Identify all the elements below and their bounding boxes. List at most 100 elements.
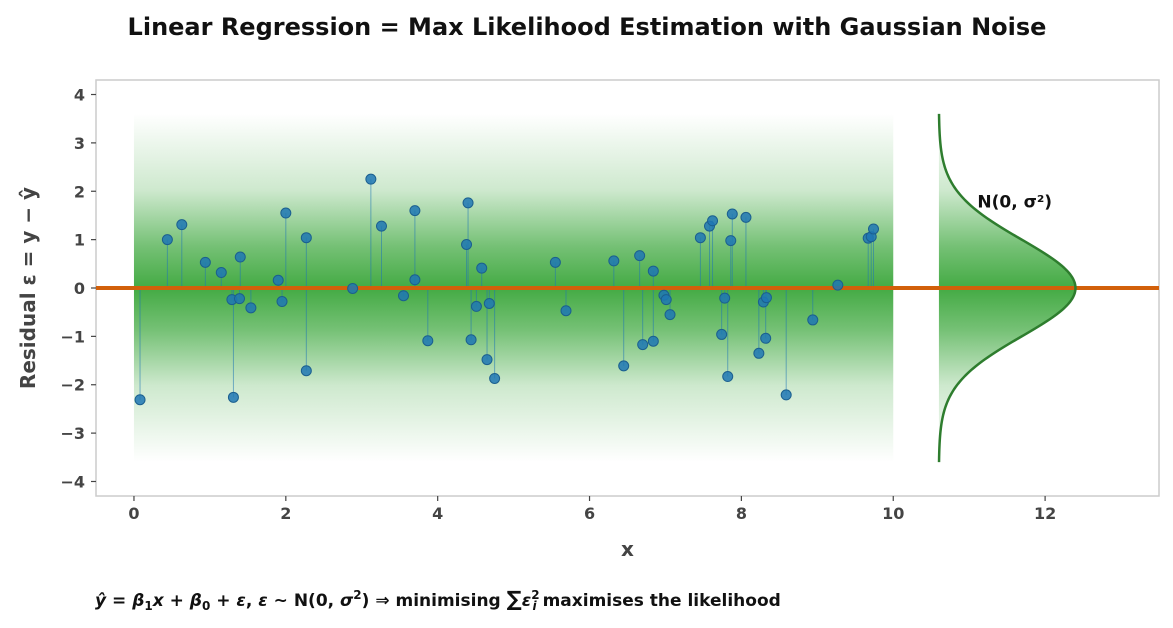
residual-point — [462, 197, 474, 209]
x-tick-label: 8 — [736, 504, 747, 523]
footnote-sim: ~ N(0, — [268, 591, 340, 611]
y-tick-label: 0 — [74, 279, 85, 298]
residual-point — [618, 360, 630, 372]
residual-point — [740, 211, 752, 223]
x-tick-label: 2 — [280, 504, 291, 523]
footnote-eps2: ε — [258, 591, 267, 611]
residual-point — [753, 347, 765, 359]
residual-point — [694, 232, 706, 244]
y-tick-label: −2 — [60, 376, 85, 395]
residual-point — [647, 265, 659, 277]
footnote-formula: ŷ = β1x + β0 + ε, ε ~ N(0, σ2) ⇒ minimis… — [95, 587, 781, 613]
footnote-beta0: β — [189, 591, 202, 611]
y-tick-label: 4 — [74, 86, 85, 105]
residual-point — [272, 274, 284, 286]
footnote-comma: , — [246, 591, 258, 611]
residual-point — [280, 207, 292, 219]
residual-point — [780, 389, 792, 401]
y-tick-label: −4 — [60, 472, 85, 491]
residual-point — [725, 235, 737, 247]
residual-point — [549, 256, 561, 268]
y-tick-label: 2 — [74, 182, 85, 201]
chart-title: Linear Regression = Max Likelihood Estim… — [128, 13, 1047, 41]
residual-point — [716, 328, 728, 340]
footnote-plus1: + — [164, 591, 190, 611]
residual-point — [647, 335, 659, 347]
residual-point — [227, 391, 239, 403]
residual-point — [760, 292, 772, 304]
footnote-sub0: 0 — [202, 599, 210, 613]
residual-stems — [139, 179, 875, 400]
footnote-beta1: β — [131, 591, 144, 611]
residual-point — [481, 354, 493, 366]
residual-point — [722, 371, 734, 383]
footnote-plus2: + — [210, 591, 236, 611]
footnote-eq: = — [106, 591, 132, 611]
x-tick-label: 12 — [1034, 504, 1056, 523]
residual-point — [161, 234, 173, 246]
y-axis-ticks: 4 3 2 1 0 −1 −2 −3 −4 — [60, 86, 96, 491]
footnote-tail: maximises the likelihood — [537, 591, 781, 611]
residual-point — [868, 223, 880, 235]
residual-point — [470, 300, 482, 312]
residual-point — [134, 394, 146, 406]
residual-point — [409, 274, 421, 286]
y-axis-label: Residual ε = y − ŷ — [16, 187, 40, 389]
residual-point — [476, 262, 488, 274]
residual-point — [465, 334, 477, 346]
residual-point — [300, 365, 312, 377]
footnote-sub-i: i — [533, 599, 538, 613]
footnote-yhat: ŷ — [95, 591, 107, 611]
footnote-close: ) ⇒ minimising — [362, 591, 507, 611]
residual-point — [276, 296, 288, 308]
residual-point — [660, 294, 672, 306]
footnote-x: x — [152, 591, 165, 611]
residual-point — [489, 372, 501, 384]
residual-point — [719, 292, 731, 304]
footnote-sup: 2 — [531, 588, 539, 602]
residual-point — [634, 250, 646, 262]
residual-point — [637, 339, 649, 351]
y-tick-label: 3 — [74, 134, 85, 153]
footnote-sub1: 1 — [144, 599, 152, 613]
residual-point — [365, 173, 377, 185]
x-tick-label: 6 — [584, 504, 595, 523]
residual-point — [215, 267, 227, 279]
footnote-sigma: σ — [340, 591, 354, 611]
residual-point — [461, 238, 473, 250]
x-axis-ticks: 0 2 4 6 8 10 12 — [128, 496, 1056, 523]
residual-point — [398, 290, 410, 302]
x-tick-label: 4 — [432, 504, 443, 523]
residual-point — [409, 205, 421, 217]
footnote-sq: 2 — [353, 588, 361, 602]
footnote-sum: ∑ — [507, 587, 522, 611]
residual-points — [134, 173, 880, 406]
residual-point — [422, 335, 434, 347]
residual-point — [347, 282, 359, 294]
x-tick-label: 0 — [128, 504, 139, 523]
residual-point — [375, 220, 387, 232]
y-tick-label: 1 — [74, 231, 85, 250]
footnote-eps1: ε — [236, 591, 245, 611]
residual-point — [707, 215, 719, 227]
x-axis-label: x — [621, 537, 634, 561]
residual-point — [608, 255, 620, 267]
residual-point — [832, 279, 844, 291]
residual-point — [234, 293, 246, 305]
gaussian-curve — [937, 113, 1077, 463]
residual-point — [807, 314, 819, 326]
residual-point — [726, 208, 738, 220]
y-tick-label: −1 — [60, 327, 85, 346]
residual-point — [245, 302, 257, 314]
residual-point — [176, 219, 188, 231]
residual-point — [199, 256, 211, 268]
residual-point — [664, 309, 676, 321]
y-tick-label: −3 — [60, 424, 85, 443]
residual-point — [483, 297, 495, 309]
residual-point — [560, 305, 572, 317]
gaussian-label: N(0, σ²) — [977, 193, 1052, 213]
footnote-eps3: ε — [522, 591, 531, 611]
x-tick-label: 10 — [882, 504, 904, 523]
residual-point — [760, 332, 772, 344]
